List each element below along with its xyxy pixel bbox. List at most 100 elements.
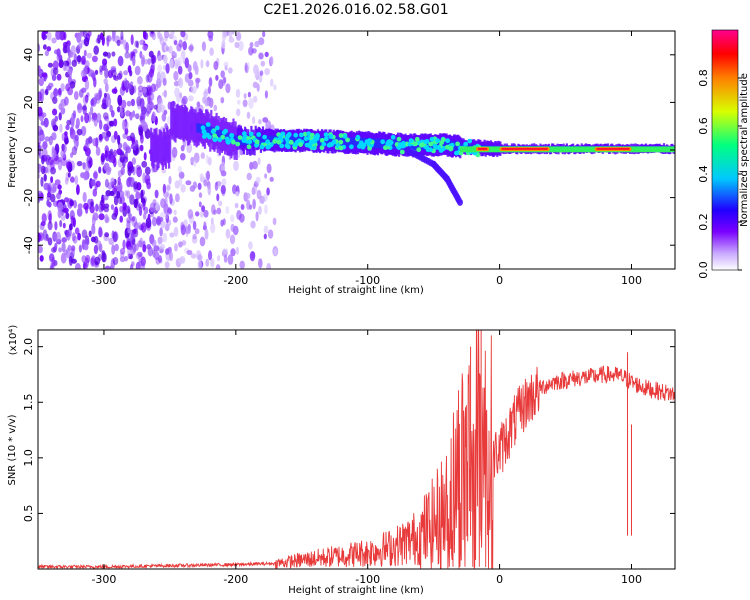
noise-blob — [214, 181, 219, 191]
noise-blob — [43, 44, 47, 50]
noise-blob — [64, 96, 69, 106]
noise-blob — [70, 176, 75, 183]
band-clump — [328, 134, 334, 139]
noise-blob — [157, 64, 162, 73]
noise-blob — [204, 99, 210, 107]
noise-blob — [161, 112, 167, 122]
band-core — [218, 129, 221, 139]
noise-blob — [265, 120, 272, 131]
noise-blob — [117, 55, 124, 67]
band-core — [342, 137, 345, 147]
noise-blob — [117, 134, 121, 145]
noise-blob — [83, 37, 90, 47]
band-core — [260, 135, 263, 146]
noise-blob — [112, 231, 118, 243]
noise-blob — [74, 134, 79, 142]
noise-blob — [91, 72, 96, 79]
band-core — [229, 133, 232, 143]
noise-blob — [199, 236, 206, 247]
noise-blob — [104, 150, 108, 158]
noise-blob — [122, 202, 127, 211]
noise-blob — [111, 88, 118, 94]
noise-blob — [87, 31, 92, 37]
noise-blob — [53, 67, 59, 76]
noise-blob — [73, 91, 79, 100]
noise-blob — [119, 256, 126, 263]
noise-blob — [210, 258, 215, 268]
noise-blob — [73, 200, 77, 209]
band-clump — [309, 139, 315, 145]
noise-blob — [228, 31, 233, 39]
noise-blob — [186, 249, 193, 256]
noise-blob — [109, 190, 115, 197]
noise-blob — [146, 110, 150, 117]
noise-blob — [147, 213, 151, 221]
noise-blob — [178, 77, 184, 89]
noise-blob — [71, 245, 76, 252]
noise-blob — [163, 109, 168, 115]
band-clump — [214, 125, 220, 131]
noise-blob — [151, 111, 156, 122]
band-clump — [256, 132, 262, 137]
band-core — [197, 123, 200, 133]
noise-blob — [67, 86, 73, 96]
noise-blob — [102, 51, 109, 57]
noise-blob — [156, 217, 162, 225]
noise-blob — [254, 40, 260, 48]
noise-blob — [175, 193, 180, 203]
band-core — [217, 129, 220, 139]
noise-blob — [142, 172, 146, 184]
noise-blob — [163, 31, 170, 39]
noise-blob — [65, 124, 70, 131]
noise-blob — [264, 204, 268, 215]
noise-blob — [63, 249, 68, 256]
noise-blob — [58, 61, 63, 68]
noise-blob — [110, 204, 114, 211]
noise-blob — [48, 213, 52, 224]
band-clump — [321, 141, 327, 147]
noise-blob — [227, 254, 234, 265]
noise-blob — [194, 228, 200, 235]
noise-blob — [103, 135, 110, 141]
noise-blob — [129, 194, 135, 206]
band-clump — [279, 143, 285, 149]
noise-blob — [67, 172, 71, 178]
band-core — [316, 136, 319, 146]
noise-blob — [57, 52, 62, 61]
noise-blob — [51, 187, 57, 193]
colorbar-tick-label: 0.6 — [697, 117, 710, 135]
noise-blob — [59, 220, 63, 228]
noise-blob — [134, 221, 139, 231]
noise-blob — [98, 213, 105, 221]
noise-blob — [236, 99, 241, 105]
noise-blob — [140, 56, 145, 67]
noise-blob — [217, 180, 221, 189]
noise-blob — [83, 262, 88, 269]
noise-blob — [64, 137, 69, 145]
noise-blob — [69, 126, 74, 136]
noise-blob — [195, 77, 201, 83]
noise-blob — [113, 157, 117, 168]
noise-blob — [264, 90, 268, 99]
noise-blob — [104, 213, 109, 224]
band-core — [308, 136, 311, 146]
noise-blob — [235, 246, 239, 255]
noise-blob — [66, 119, 72, 126]
noise-blob — [210, 222, 216, 234]
noise-blob — [203, 179, 208, 187]
noise-blob — [165, 213, 170, 224]
noise-blob — [104, 265, 111, 269]
colorbar-tick-label: 0.8 — [697, 69, 710, 87]
noise-blob — [190, 253, 197, 259]
noise-blob — [236, 108, 241, 117]
noise-blob — [76, 102, 83, 114]
band-clump — [441, 137, 446, 143]
noise-blob — [63, 207, 69, 214]
noise-blob — [76, 160, 83, 167]
noise-blob — [110, 177, 115, 185]
noise-blob — [188, 45, 194, 51]
band-clump — [367, 138, 372, 144]
band-segment — [161, 136, 164, 170]
noise-blob — [140, 189, 144, 201]
noise-blob — [258, 119, 262, 125]
